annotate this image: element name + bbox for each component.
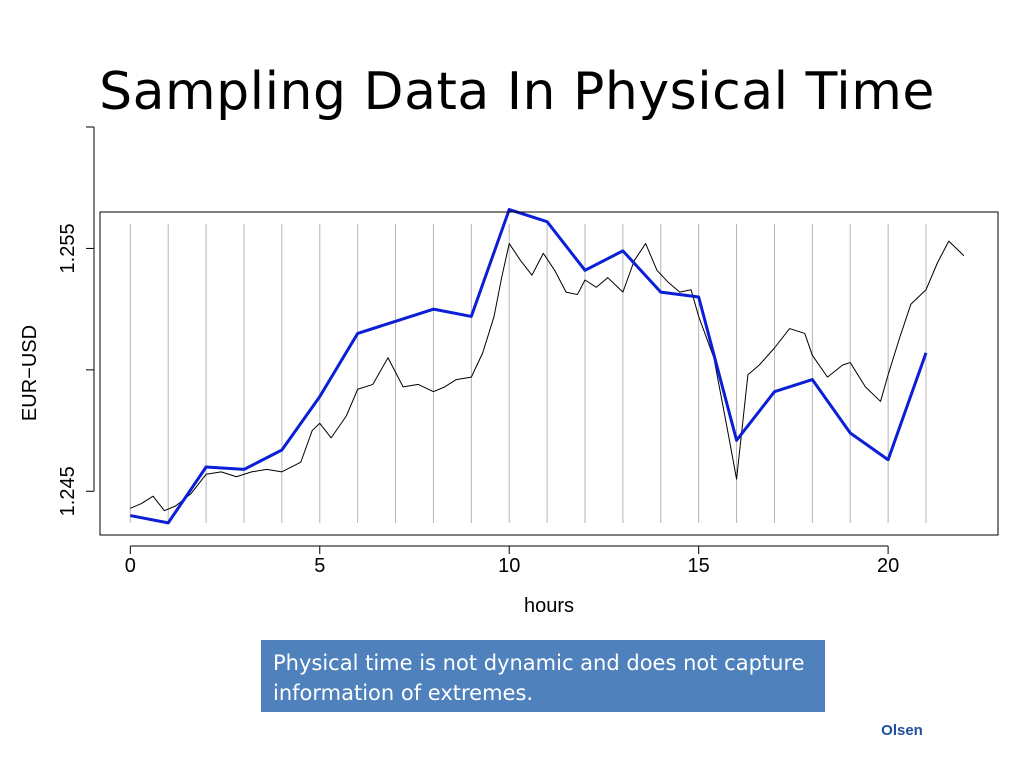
y-tick-label: 1.245 — [57, 466, 79, 516]
x-axis: 0 5 10 15 20 — [125, 545, 899, 577]
note-callout: Physical time is not dynamic and does no… — [261, 640, 825, 712]
hourly-sample-line — [130, 208, 928, 525]
plot-frame — [99, 211, 999, 536]
author-label: Olsen — [881, 722, 923, 739]
x-axis-label: hours — [524, 595, 574, 617]
sampling-gridlines — [129, 224, 927, 523]
x-tick-label: 0 — [125, 555, 136, 577]
x-tick-label: 10 — [498, 555, 520, 577]
y-tick-label: 1.255 — [57, 223, 79, 273]
note-text: Physical time is not dynamic and does no… — [273, 651, 805, 705]
y-axis-label: EUR−USD — [19, 325, 41, 421]
slide-title: Sampling Data In Physical Time — [99, 62, 935, 122]
eurusd-chart: 0 5 10 15 20 1.245 1.255 hours EUR−USD — [19, 126, 999, 617]
y-axis: 1.245 1.255 — [57, 126, 95, 516]
x-tick-label: 15 — [688, 555, 710, 577]
raw-price-line — [130, 240, 965, 512]
x-tick-label: 20 — [877, 555, 899, 577]
x-tick-label: 5 — [314, 555, 325, 577]
